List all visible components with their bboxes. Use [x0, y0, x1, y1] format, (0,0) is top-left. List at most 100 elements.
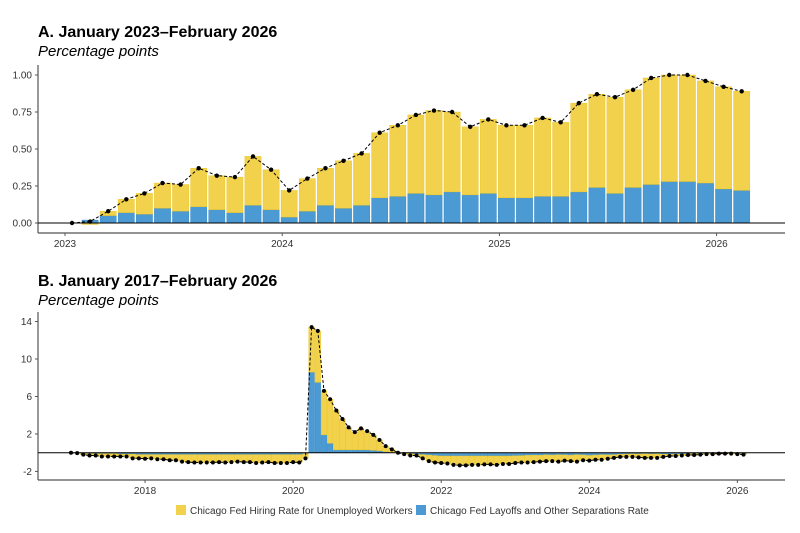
bar-hiring	[425, 110, 443, 196]
total-point	[305, 176, 310, 181]
panel-b-title: B. January 2017–February 2026	[38, 273, 277, 290]
total-point	[685, 72, 690, 78]
bar-separations	[461, 194, 479, 224]
bar-hiring	[298, 178, 316, 212]
total-point	[504, 123, 509, 128]
total-point	[661, 454, 666, 459]
bar-separations	[642, 184, 660, 224]
bar-hiring	[320, 390, 328, 436]
bar-hiring	[345, 427, 352, 451]
total-point	[130, 456, 135, 461]
total-point	[291, 460, 296, 465]
total-point	[612, 95, 618, 100]
bar-hiring	[190, 168, 208, 207]
total-point	[232, 174, 238, 180]
bar-hiring	[364, 430, 371, 451]
bar-hiring	[226, 176, 244, 213]
bar-hiring	[351, 431, 358, 451]
total-point	[124, 197, 129, 202]
total-point	[673, 453, 678, 458]
total-point	[611, 455, 616, 460]
total-point	[605, 456, 610, 461]
total-point	[297, 460, 302, 465]
bar-separations	[190, 206, 208, 224]
bar-hiring	[317, 168, 334, 206]
total-point	[173, 458, 178, 463]
total-point	[431, 108, 437, 113]
total-point	[143, 456, 148, 461]
total-point	[648, 455, 653, 460]
total-point	[667, 453, 672, 458]
total-point	[710, 452, 715, 457]
total-point	[87, 453, 92, 458]
bar-hiring	[154, 182, 171, 209]
bar-separations	[172, 210, 189, 224]
bar-separations	[371, 197, 389, 224]
y-tick-label: 6	[26, 392, 32, 403]
bar-hiring	[461, 126, 479, 196]
bar-hiring	[443, 111, 461, 193]
total-point	[599, 457, 604, 462]
total-point	[486, 117, 491, 122]
total-point	[624, 454, 629, 459]
total-point	[741, 452, 746, 457]
legend: Chicago Fed Hiring Rate for Unemployed W…	[176, 505, 649, 517]
bar-separations	[327, 443, 334, 453]
total-point	[482, 462, 487, 467]
total-point	[667, 72, 672, 78]
bar-separations	[479, 193, 497, 224]
total-point	[204, 460, 209, 465]
bar-hiring	[244, 156, 262, 206]
total-point	[568, 459, 573, 464]
bar-separations	[353, 205, 370, 224]
total-line	[70, 326, 744, 466]
total-point	[531, 460, 536, 465]
total-point	[630, 87, 636, 93]
total-point	[703, 78, 708, 84]
y-tick-label: 14	[21, 317, 33, 328]
total-point	[463, 463, 468, 468]
total-point	[735, 452, 740, 457]
legend-label-hiring: Chicago Fed Hiring Rate for Unemployed W…	[190, 506, 413, 517]
total-point	[323, 166, 328, 171]
x-tick-label: 2023	[54, 239, 77, 250]
total-point	[739, 89, 744, 94]
bar-hiring	[172, 184, 189, 212]
total-point	[550, 459, 555, 464]
bar-separations	[570, 191, 588, 224]
x-tick-label: 2024	[271, 239, 294, 250]
total-point	[457, 463, 462, 468]
total-point	[167, 458, 172, 463]
y-tick-label: 0.00	[13, 219, 33, 230]
total-point	[303, 456, 308, 461]
total-point	[210, 460, 215, 465]
total-point	[235, 459, 240, 464]
total-point	[81, 452, 86, 457]
total-point	[377, 130, 382, 135]
bar-hiring	[357, 428, 365, 451]
bar-hiring	[679, 74, 696, 182]
total-point	[334, 408, 339, 413]
x-tick-label: 2026	[705, 239, 728, 250]
y-tick-label: 0.50	[13, 145, 33, 156]
bar-hiring	[407, 114, 425, 194]
total-point	[396, 450, 401, 455]
bar-separations	[660, 181, 678, 224]
bar-separations	[280, 216, 298, 224]
total-point	[352, 430, 357, 435]
bar-separations	[298, 210, 316, 224]
total-point	[449, 109, 455, 115]
bar-separations	[606, 193, 624, 224]
bar-separations	[208, 209, 226, 224]
bar-hiring	[642, 77, 660, 185]
total-point	[389, 447, 394, 452]
total-point	[686, 453, 690, 458]
total-point	[266, 460, 271, 465]
total-point	[426, 459, 431, 464]
total-point	[180, 459, 185, 464]
total-point	[587, 458, 592, 463]
total-point	[729, 451, 734, 456]
bar-separations	[226, 212, 244, 224]
bar-hiring	[136, 193, 153, 215]
total-point	[470, 462, 475, 467]
